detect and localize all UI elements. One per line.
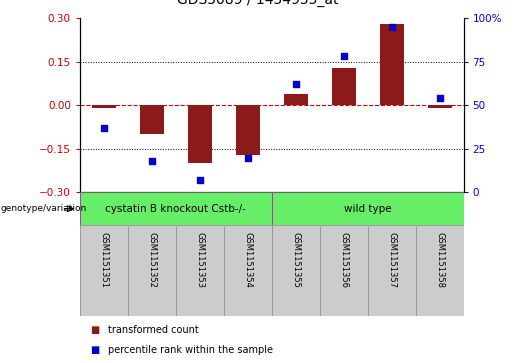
Text: GSM1151353: GSM1151353	[195, 232, 204, 288]
Text: GDS5089 / 1454955_at: GDS5089 / 1454955_at	[177, 0, 338, 7]
Bar	[284, 94, 307, 105]
Bar	[128, 225, 176, 316]
Bar	[320, 225, 368, 316]
Text: ■: ■	[90, 345, 99, 355]
Point	[244, 155, 252, 160]
Bar	[236, 105, 260, 155]
Bar	[224, 225, 272, 316]
Point	[435, 95, 443, 101]
Bar	[368, 225, 416, 316]
Text: percentile rank within the sample: percentile rank within the sample	[108, 345, 273, 355]
Point	[339, 54, 348, 60]
Text: GSM1151355: GSM1151355	[291, 232, 300, 288]
Bar	[416, 225, 464, 316]
Text: GSM1151352: GSM1151352	[147, 232, 156, 288]
Bar	[80, 225, 128, 316]
Point	[387, 24, 396, 30]
Bar	[427, 105, 452, 108]
Bar	[176, 225, 224, 316]
Text: GSM1151351: GSM1151351	[99, 232, 108, 288]
Text: genotype/variation: genotype/variation	[1, 204, 87, 213]
Point	[100, 125, 108, 131]
Bar	[92, 105, 116, 108]
Text: transformed count: transformed count	[108, 325, 199, 335]
Bar	[380, 24, 404, 105]
Bar	[188, 105, 212, 163]
Bar	[332, 68, 355, 105]
Text: GSM1151358: GSM1151358	[435, 232, 444, 288]
Bar	[80, 192, 272, 225]
Text: wild type: wild type	[344, 204, 391, 214]
Text: ■: ■	[90, 325, 99, 335]
Text: GSM1151357: GSM1151357	[387, 232, 396, 288]
Bar	[140, 105, 164, 134]
Point	[291, 81, 300, 87]
Point	[148, 158, 156, 164]
Text: cystatin B knockout Cstb-/-: cystatin B knockout Cstb-/-	[105, 204, 246, 214]
Point	[196, 177, 204, 183]
Text: GSM1151356: GSM1151356	[339, 232, 348, 288]
Bar	[272, 225, 320, 316]
Text: GSM1151354: GSM1151354	[243, 232, 252, 288]
Bar	[272, 192, 464, 225]
